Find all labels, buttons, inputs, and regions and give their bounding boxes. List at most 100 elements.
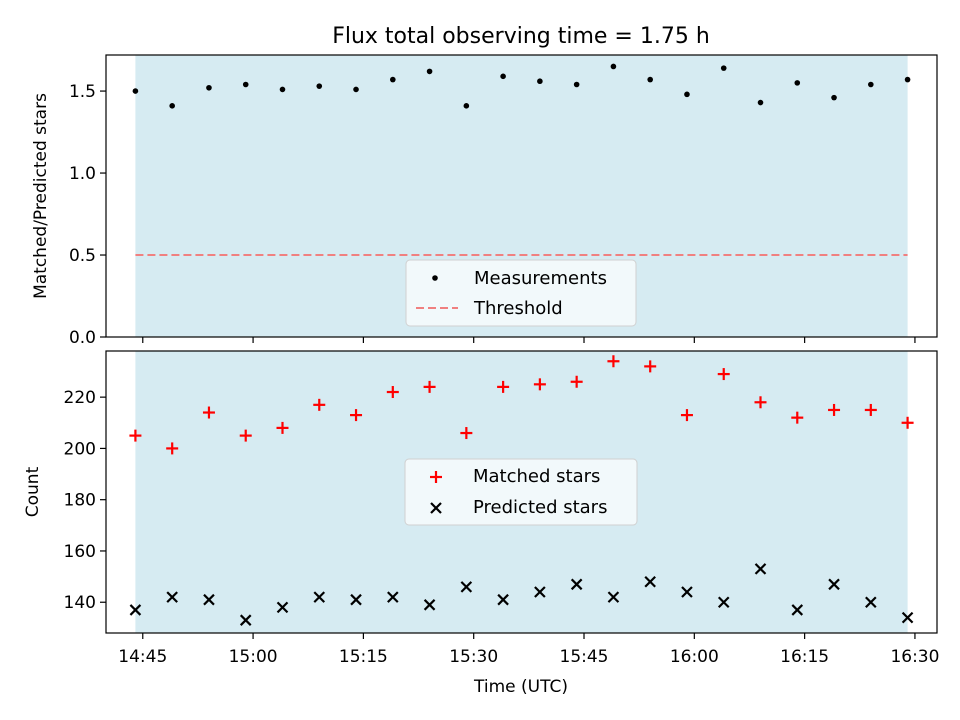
measurement-point	[426, 68, 433, 75]
measurement-point	[868, 81, 874, 88]
x-tick-label: 16:15	[780, 647, 829, 667]
measurement-point	[684, 91, 690, 98]
legend-label-predicted-stars: Predicted stars	[473, 497, 607, 518]
measurement-point	[500, 73, 506, 80]
matched-star-point	[791, 411, 804, 424]
x-tick-label: 15:00	[229, 647, 278, 667]
measurement-point	[720, 65, 727, 71]
measurement-points	[132, 63, 911, 109]
bottom-y-tick-label: 160	[64, 542, 96, 562]
predicted-star-point	[570, 578, 583, 591]
predicted-star-point	[534, 586, 546, 598]
x-tick-label: 16:30	[890, 647, 939, 667]
matched-star-point	[276, 421, 289, 434]
measurement-point	[647, 76, 653, 83]
predicted-star-point	[754, 563, 767, 575]
predicted-star-point	[276, 601, 289, 614]
bottom-y-axis-label: Count	[23, 466, 43, 517]
bottom-y-tick-label: 220	[64, 388, 96, 408]
top-y-tick-label: 0.5	[69, 246, 96, 266]
matched-star-point	[570, 375, 583, 388]
predicted-star-point	[681, 586, 693, 598]
measurement-point	[353, 86, 359, 93]
figure-title: Flux total observing time = 1.75 h	[332, 24, 710, 49]
matched-star-point	[754, 396, 767, 409]
matched-star-point	[386, 386, 399, 399]
matched-star-point	[533, 378, 546, 391]
legend-label-matched-stars: Matched stars	[473, 466, 600, 487]
predicted-star-point	[423, 599, 436, 611]
predicted-star-point	[717, 596, 730, 609]
measurement-point	[279, 86, 286, 93]
x-tick-label: 16:00	[670, 647, 719, 667]
measurement-point	[316, 83, 323, 89]
measurement-point	[390, 76, 396, 83]
x-tick-label: 15:45	[560, 647, 609, 667]
top-y-axis-label: Matched/Predicted stars	[31, 93, 51, 299]
count-points	[129, 355, 914, 626]
matched-star-point	[239, 429, 252, 442]
legend-label-measurements: Measurements	[474, 268, 607, 289]
bottom-legend: Matched stars Predicted stars	[404, 458, 638, 526]
legend-label-threshold: Threshold	[473, 298, 563, 319]
predicted-star-point	[313, 591, 326, 603]
matched-star-point	[202, 406, 215, 419]
top-y-tick-label: 0.0	[69, 328, 96, 348]
bottom-legend-box	[404, 458, 638, 526]
predicted-star-point	[865, 596, 877, 609]
x-axis-label: Time (UTC)	[473, 677, 568, 697]
predicted-star-point	[791, 604, 804, 616]
measurement-point	[169, 103, 175, 109]
measurement-point	[537, 78, 543, 85]
predicted-star-point	[350, 593, 362, 606]
matched-star-point	[129, 429, 142, 442]
predicted-star-point	[239, 614, 252, 626]
matched-star-point	[497, 380, 510, 393]
matched-star-point	[864, 403, 877, 416]
bottom-panel: 140 160 180 200 220 14:45 15:00 15:15 15:30 15:45…	[23, 350, 940, 697]
predicted-star-point	[129, 604, 142, 616]
matched-star-point	[313, 398, 326, 411]
predicted-star-point	[203, 593, 215, 606]
bottom-axis-ticks: 140 160 180 200 220 14:45 15:00 15:15 15:30 15:45…	[64, 388, 940, 667]
measurement-point	[132, 88, 139, 94]
measurement-point	[610, 63, 617, 70]
predicted-star-point	[460, 581, 473, 593]
legend-marker-predicted-stars	[430, 502, 442, 514]
predicted-star-point	[387, 591, 399, 603]
top-y-tick-label: 1.5	[69, 82, 96, 102]
bottom-y-tick-label: 180	[64, 491, 96, 511]
predicted-star-point	[901, 611, 914, 624]
x-tick-label: 15:30	[449, 647, 498, 667]
top-y-tick-label: 1.0	[69, 164, 96, 184]
measurement-point	[573, 81, 580, 88]
measurement-point	[206, 84, 212, 91]
matched-star-point	[460, 427, 473, 440]
predicted-star-point	[497, 593, 509, 606]
matched-star-point	[423, 380, 436, 393]
matched-star-point	[644, 360, 657, 373]
x-tick-label: 14:45	[118, 647, 167, 667]
legend-marker-measurements	[432, 275, 438, 281]
matched-star-point	[350, 409, 363, 422]
legend-marker-matched-stars	[430, 471, 442, 483]
top-legend: Measurements Threshold	[405, 259, 637, 327]
measurement-point	[831, 94, 837, 101]
predicted-star-point	[644, 575, 656, 588]
bottom-y-tick-label: 200	[64, 439, 96, 459]
measurement-point	[757, 99, 764, 106]
x-tick-label: 15:15	[339, 647, 388, 667]
matched-star-point	[607, 355, 620, 368]
matched-star-point	[680, 409, 693, 422]
top-panel: 0.0 0.5 1.0 1.5 Matched/Predicted stars Mea…	[31, 54, 938, 348]
top-axis-ticks: 0.0 0.5 1.0 1.5	[69, 82, 916, 348]
top-plot-frame	[105, 54, 938, 338]
top-legend-box	[405, 259, 637, 327]
bottom-plot-frame	[105, 350, 938, 634]
bottom-y-tick-label: 140	[64, 593, 96, 613]
measurement-point	[904, 76, 911, 83]
matched-star-point	[901, 416, 914, 429]
measurement-point	[463, 103, 470, 109]
matched-star-point	[717, 368, 730, 381]
